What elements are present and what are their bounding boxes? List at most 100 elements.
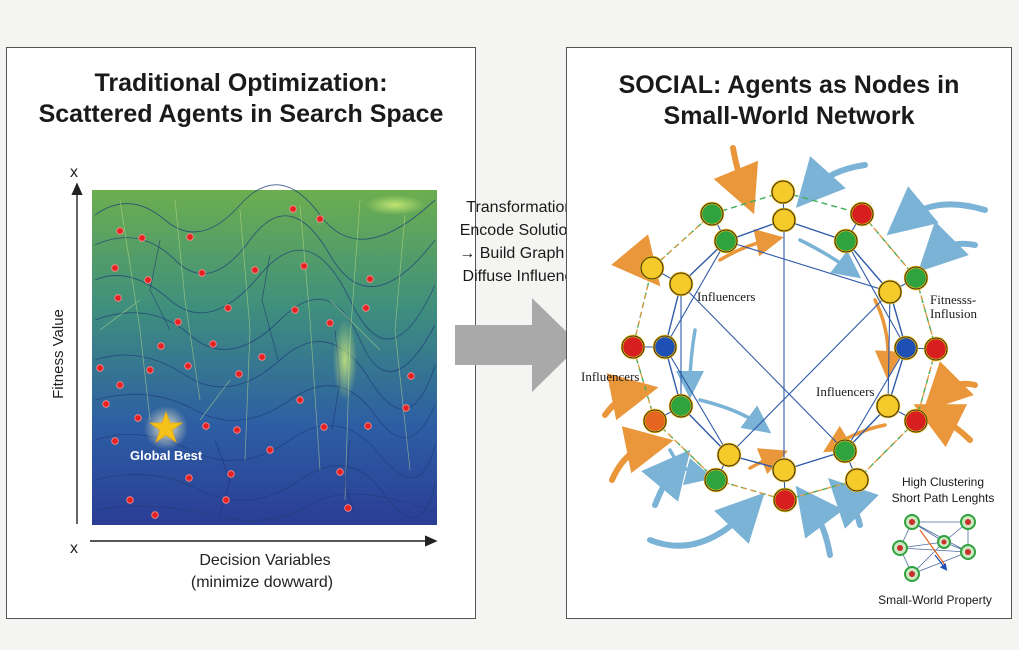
network-edge [651, 213, 713, 269]
agent-dot [300, 262, 308, 270]
network-edge [915, 348, 937, 422]
network-node-outline [771, 180, 795, 204]
agent-dot [157, 342, 165, 350]
global-best-star [144, 406, 188, 450]
left-title-line1: Traditional Optimization: [94, 69, 388, 97]
network-edge [632, 267, 653, 348]
transformation-description: Transformation: Encode Solutions → Build… [448, 196, 596, 288]
network-node-outline [700, 202, 724, 226]
network-edge [728, 291, 891, 456]
network-node-outline [640, 256, 664, 280]
left-title-line2: Scattered Agents in Search Space [38, 100, 444, 128]
agent-dot [289, 205, 297, 213]
network-node-outline [704, 468, 728, 492]
agent-dot [235, 370, 243, 378]
agent-dot [96, 364, 104, 372]
clustering-label-line2: Short Path Lenghts [892, 491, 995, 505]
network-node-outline [669, 394, 693, 418]
agent-dot [186, 233, 194, 241]
network-node-outline [772, 208, 796, 232]
agent-dot [326, 319, 334, 327]
clustering-label-line1: High Clustering [902, 475, 984, 489]
agent-dot [224, 304, 232, 312]
agent-dot [258, 353, 266, 361]
agent-dot [266, 446, 274, 454]
influence-arrows [602, 145, 988, 558]
small-world-mini-graph [892, 514, 976, 582]
right-title-line1: SOCIAL: Agents as Nodes in [618, 71, 960, 99]
network-edge [915, 277, 937, 350]
network-edge [654, 420, 717, 481]
transformation-line3: → Build Graph → [459, 245, 585, 262]
network-node-outline [772, 458, 796, 482]
agent-dot [198, 269, 206, 277]
agent-dot [336, 468, 344, 476]
network-node-outline [878, 280, 902, 304]
network-edge [845, 240, 907, 349]
agent-dot [151, 511, 159, 519]
agent-dot [174, 318, 182, 326]
agent-dot [126, 496, 134, 504]
network-node-outline [924, 337, 948, 361]
agent-dot [364, 422, 372, 430]
network-edge [861, 213, 917, 279]
axes [71, 182, 438, 547]
agent-dot [184, 362, 192, 370]
agent-dot [402, 404, 410, 412]
agent-dot [111, 437, 119, 445]
right-title-line2: Small-World Network [663, 102, 915, 130]
network-node-outline [876, 394, 900, 418]
agent-dot [134, 414, 142, 422]
agent-dot [222, 496, 230, 504]
transformation-line2: Encode Solutions [459, 222, 585, 239]
network-node-outline [669, 272, 693, 296]
agent-dot [202, 422, 210, 430]
network-node-outline [834, 229, 858, 253]
x-axis-label-line2: (minimize dowward) [191, 574, 333, 591]
social-network-panel: SOCIAL: Agents as Nodes in Small-World N… [566, 47, 1012, 619]
network-edge [887, 291, 891, 407]
network-nodes [620, 179, 949, 513]
influencers-label-left: Influencers [581, 369, 639, 384]
network-node-outline [904, 266, 928, 290]
agent-dot [320, 423, 328, 431]
agent-dot [344, 504, 352, 512]
left-panel-title: Traditional Optimization: Scattered Agen… [7, 68, 475, 130]
agent-dot [144, 276, 152, 284]
transformation-arrow [455, 298, 580, 392]
network-node-outline [643, 409, 667, 433]
agent-dot [362, 304, 370, 312]
agent-dot [233, 426, 241, 434]
agent-dot [138, 234, 146, 242]
agent-dot [296, 396, 304, 404]
agent-dot [316, 215, 324, 223]
x-axis-mark: x [70, 540, 78, 557]
network-edge [844, 347, 907, 452]
network-edge [664, 240, 727, 348]
fitness-label-line1: Fitnesss- [930, 292, 976, 307]
network-node-outline [653, 335, 677, 359]
y-axis-mark: x [70, 164, 78, 181]
agent-dot [227, 470, 235, 478]
network-node-outline [621, 335, 645, 359]
agent-dot [209, 340, 217, 348]
network-node-outline [894, 336, 918, 360]
network-edge [632, 346, 656, 422]
network-edge [784, 479, 858, 501]
network-node-outline [845, 468, 869, 492]
network-edge [782, 191, 863, 215]
agent-dot [146, 366, 154, 374]
network-edges [632, 191, 937, 501]
global-best-label: Global Best [130, 448, 203, 463]
fitness-label-line2: Influsion [930, 306, 977, 321]
network-node-outline [850, 202, 874, 226]
agent-dot [116, 381, 124, 389]
agent-dot [114, 294, 122, 302]
transformation-line1: Transformation: [466, 199, 578, 216]
network-edge [711, 191, 784, 215]
agent-dots [96, 205, 415, 519]
agent-dot [116, 227, 124, 235]
network-node-outline [717, 443, 741, 467]
small-world-property-label: Small-World Property [878, 593, 992, 607]
